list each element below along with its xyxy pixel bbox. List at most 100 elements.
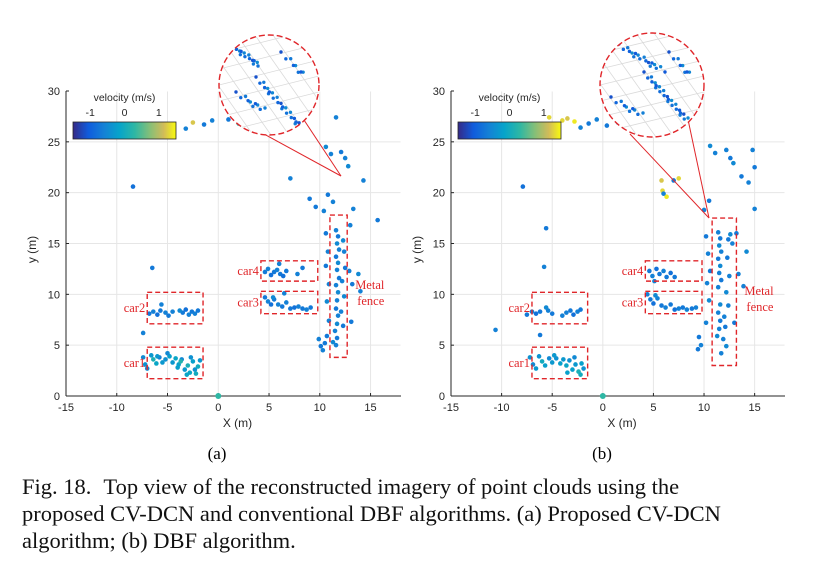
inset-point [252, 58, 256, 63]
annotation-label-car1: car1 [508, 356, 530, 370]
point [332, 328, 338, 334]
point [338, 149, 344, 155]
inset-point [253, 101, 258, 106]
point [657, 271, 662, 277]
point [151, 357, 156, 362]
inset-point [226, 40, 230, 44]
x-tick-label: -5 [163, 402, 173, 414]
point [542, 363, 548, 368]
point [318, 343, 324, 349]
annotation-box-car4 [644, 260, 703, 282]
point [720, 336, 726, 342]
point [549, 311, 555, 316]
point [300, 265, 305, 271]
y-axis-label: y (m) [25, 236, 39, 263]
annotation-label-car2: car2 [124, 301, 146, 315]
x-tick-label: -10 [494, 402, 510, 414]
point [533, 366, 539, 371]
point [262, 269, 268, 275]
point [163, 357, 168, 362]
point [316, 336, 322, 342]
inset-point [633, 51, 638, 56]
inset-point [291, 63, 296, 68]
point [715, 284, 721, 290]
point [734, 231, 739, 236]
annotation-box-car2 [146, 291, 204, 325]
inset-point [621, 47, 626, 52]
x-tick-label: 10 [698, 402, 710, 414]
point [706, 198, 712, 204]
inset-grid-line [600, 59, 704, 86]
point [661, 268, 666, 274]
inset-point [238, 52, 243, 57]
inset-point [658, 89, 662, 94]
leader-line [303, 119, 342, 177]
point [313, 204, 319, 210]
point [680, 305, 686, 310]
point [197, 358, 203, 363]
inset-point [279, 101, 283, 106]
inset-point [650, 61, 654, 65]
x-tick-label: -10 [109, 402, 125, 414]
point [664, 274, 669, 280]
point [268, 302, 274, 307]
caption-label: Fig. 18. [22, 474, 92, 499]
point [333, 227, 339, 233]
inset-point [687, 70, 692, 74]
point [335, 234, 341, 239]
point [717, 263, 723, 269]
point [295, 271, 300, 277]
inset-point [251, 62, 256, 66]
inset-point [667, 50, 671, 54]
point [279, 304, 285, 309]
point [704, 280, 710, 286]
inset-point [279, 50, 283, 54]
point [578, 307, 583, 312]
y-tick-label: 25 [433, 137, 445, 149]
leader-line [687, 121, 710, 219]
point [647, 268, 652, 274]
point [321, 208, 327, 214]
magnified-inset-border [599, 32, 705, 138]
point [653, 293, 658, 298]
y-tick-label: 15 [433, 239, 445, 251]
inset-point [654, 83, 658, 88]
annotation-label-fence: fence [357, 294, 385, 308]
colorbar-tick-label: 1 [541, 107, 547, 119]
point [335, 260, 341, 266]
inset-point [280, 105, 285, 109]
point [323, 144, 329, 150]
point [184, 372, 190, 377]
inset-point [263, 106, 267, 110]
annotation-box-metal-fence [711, 217, 738, 367]
point [645, 292, 650, 297]
inset-point [297, 121, 301, 125]
point [159, 302, 164, 307]
inset-point [267, 90, 272, 94]
inset-point [270, 91, 275, 95]
inset-point [632, 55, 636, 59]
point [340, 238, 346, 243]
point [335, 290, 341, 295]
panel-b-label: (b) [592, 444, 612, 463]
point [308, 305, 313, 310]
point [718, 351, 724, 356]
annotation-label-car1: car1 [124, 356, 146, 370]
point [283, 300, 289, 305]
point [684, 307, 690, 312]
point [672, 307, 677, 312]
point [739, 174, 744, 179]
inset-point [671, 57, 676, 61]
point [732, 320, 737, 326]
inset-grid-line [219, 35, 319, 38]
point [323, 231, 329, 236]
annotation-box-car1 [531, 346, 589, 380]
annotation-box-car4 [260, 260, 319, 282]
inset-grid-line [600, 91, 704, 118]
inset-point [239, 49, 243, 54]
point [300, 306, 305, 311]
point [718, 249, 724, 254]
point [752, 206, 757, 212]
point [659, 303, 664, 308]
magnified-inset-border [218, 34, 320, 136]
